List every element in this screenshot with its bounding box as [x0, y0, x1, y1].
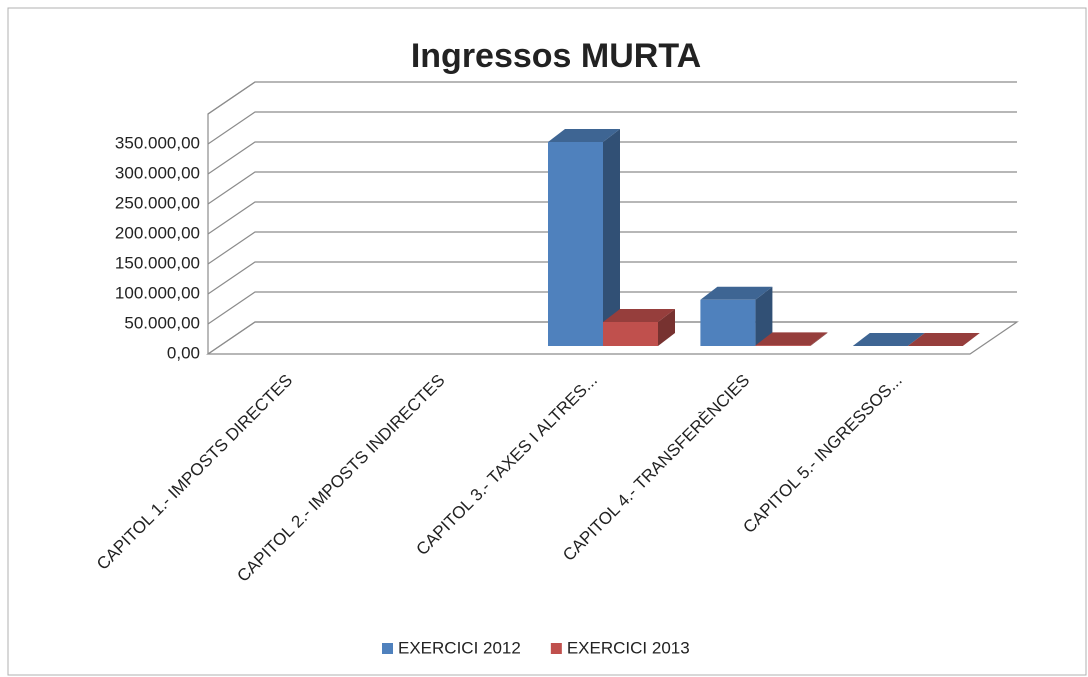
bar-side — [603, 129, 620, 346]
bar-front — [603, 322, 658, 346]
y-tick-label: 0,00 — [167, 343, 200, 362]
bar — [852, 333, 925, 346]
y-tick-label: 150.000,00 — [115, 253, 200, 272]
chart-title: Ingressos MURTA — [411, 37, 701, 75]
legend-label: EXERCICI 2013 — [567, 638, 690, 657]
y-tick-label: 300.000,00 — [115, 163, 200, 182]
bar — [603, 309, 675, 346]
grid-line — [207, 141, 1017, 175]
bar-top — [907, 333, 980, 346]
bar-top — [548, 129, 620, 142]
bar — [700, 286, 773, 346]
grid-line — [207, 111, 1017, 145]
bar-front — [548, 142, 603, 346]
grid-line — [207, 261, 1017, 295]
y-tick-label: 350.000,00 — [115, 133, 200, 152]
grid-line — [207, 171, 1017, 205]
bar-front — [755, 345, 811, 346]
bar-side — [810, 332, 828, 346]
bar-top — [852, 333, 925, 346]
bar-side — [658, 309, 675, 346]
legend-swatch — [550, 643, 562, 654]
legend-swatch — [382, 643, 393, 654]
bar — [548, 129, 620, 346]
y-tick-label: 50.000,00 — [124, 313, 200, 332]
bar — [907, 333, 980, 346]
grid-line — [207, 201, 1017, 235]
y-tick-label: 250.000,00 — [115, 193, 200, 212]
bar-top — [700, 286, 773, 300]
y-tick-label: 200.000,00 — [115, 223, 200, 242]
bar-top — [603, 309, 675, 322]
legend-label: EXERCICI 2012 — [398, 638, 521, 657]
bar-top — [755, 332, 828, 346]
bar — [755, 332, 828, 346]
bar-side — [755, 286, 773, 346]
grid-line — [207, 231, 1017, 265]
grid-top — [207, 81, 1017, 115]
y-tick-label: 100.000,00 — [115, 283, 200, 302]
bar-front — [700, 299, 756, 346]
